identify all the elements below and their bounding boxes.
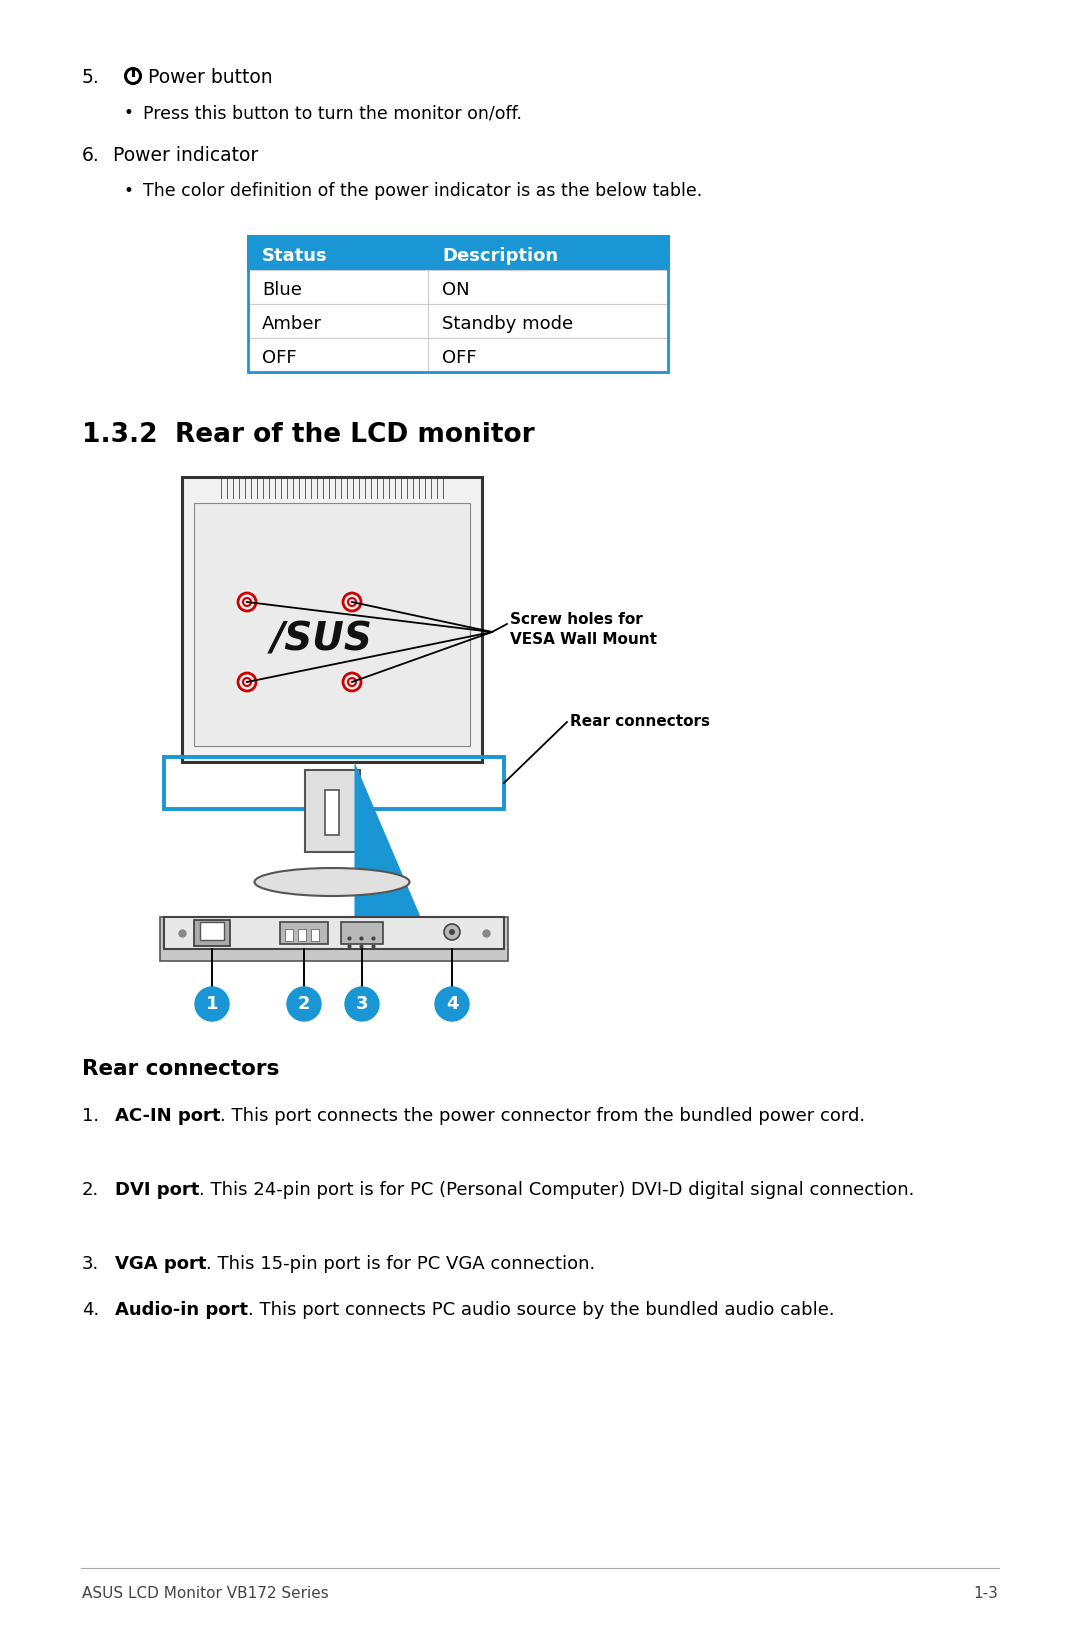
Text: 2.: 2. bbox=[82, 1181, 99, 1199]
Text: Power indicator: Power indicator bbox=[113, 146, 258, 164]
Text: Press this button to turn the monitor on/off.: Press this button to turn the monitor on… bbox=[143, 104, 522, 122]
Text: . This 24-pin port is for PC (Personal Computer) DVI-D digital signal connection: . This 24-pin port is for PC (Personal C… bbox=[200, 1181, 915, 1199]
Text: Description: Description bbox=[442, 247, 558, 265]
Bar bbox=[428, 304, 669, 338]
Text: Screw holes for
VESA Wall Mount: Screw holes for VESA Wall Mount bbox=[510, 612, 657, 648]
Text: Audio-in port: Audio-in port bbox=[114, 1302, 248, 1319]
Bar bbox=[298, 929, 306, 940]
Bar bbox=[248, 338, 428, 373]
Circle shape bbox=[435, 988, 469, 1022]
Text: OFF: OFF bbox=[262, 350, 297, 368]
Text: 4: 4 bbox=[446, 996, 458, 1014]
Bar bbox=[248, 304, 428, 338]
Text: Standby mode: Standby mode bbox=[442, 316, 573, 334]
Circle shape bbox=[345, 988, 379, 1022]
Text: Amber: Amber bbox=[262, 316, 322, 334]
Text: 2: 2 bbox=[298, 996, 310, 1014]
Bar bbox=[217, 477, 447, 499]
Polygon shape bbox=[354, 761, 427, 932]
Bar bbox=[248, 236, 669, 270]
Text: . This 15-pin port is for PC VGA connection.: . This 15-pin port is for PC VGA connect… bbox=[206, 1254, 596, 1272]
Bar bbox=[305, 770, 360, 853]
Text: VGA port: VGA port bbox=[114, 1254, 206, 1272]
Bar bbox=[325, 791, 339, 835]
Text: DVI port: DVI port bbox=[114, 1181, 200, 1199]
Text: /SUS: /SUS bbox=[271, 620, 373, 659]
Text: 4.: 4. bbox=[82, 1302, 99, 1319]
Text: OFF: OFF bbox=[442, 350, 476, 368]
Text: Status: Status bbox=[262, 247, 327, 265]
Text: ON: ON bbox=[442, 281, 470, 299]
Circle shape bbox=[444, 924, 460, 940]
Text: 3.: 3. bbox=[82, 1254, 99, 1272]
Circle shape bbox=[195, 988, 229, 1022]
Bar bbox=[183, 477, 482, 761]
Text: Rear connectors: Rear connectors bbox=[82, 1059, 280, 1079]
Text: AC-IN port: AC-IN port bbox=[114, 1106, 220, 1124]
Text: 1.: 1. bbox=[82, 1106, 99, 1124]
Text: . This port connects the power connector from the bundled power cord.: . This port connects the power connector… bbox=[220, 1106, 866, 1124]
Bar bbox=[194, 919, 230, 945]
Text: Rear connectors: Rear connectors bbox=[570, 714, 710, 729]
Ellipse shape bbox=[255, 867, 409, 896]
Text: •: • bbox=[123, 104, 133, 122]
Text: 1: 1 bbox=[206, 996, 218, 1014]
Text: 1.3.2: 1.3.2 bbox=[82, 421, 158, 447]
Bar bbox=[248, 270, 428, 304]
Text: 6.: 6. bbox=[82, 146, 99, 164]
Bar bbox=[285, 929, 293, 940]
Bar bbox=[200, 923, 224, 940]
Circle shape bbox=[449, 929, 455, 936]
Text: •: • bbox=[123, 182, 133, 200]
Text: Power button: Power button bbox=[148, 68, 272, 86]
Bar bbox=[311, 929, 319, 940]
Text: 5.: 5. bbox=[82, 68, 99, 86]
Bar bbox=[194, 503, 470, 747]
Bar bbox=[428, 270, 669, 304]
Text: . This port connects PC audio source by the bundled audio cable.: . This port connects PC audio source by … bbox=[248, 1302, 835, 1319]
Text: 3: 3 bbox=[355, 996, 368, 1014]
Bar bbox=[280, 923, 328, 944]
Circle shape bbox=[287, 988, 321, 1022]
Bar bbox=[428, 338, 669, 373]
Bar bbox=[160, 918, 508, 962]
Bar bbox=[248, 236, 669, 373]
Bar bbox=[341, 923, 383, 944]
Text: Blue: Blue bbox=[262, 281, 302, 299]
Bar bbox=[164, 918, 504, 949]
Text: Rear of the LCD monitor: Rear of the LCD monitor bbox=[175, 421, 535, 447]
Text: ASUS LCD Monitor VB172 Series: ASUS LCD Monitor VB172 Series bbox=[82, 1586, 328, 1601]
Bar bbox=[164, 757, 504, 809]
Text: The color definition of the power indicator is as the below table.: The color definition of the power indica… bbox=[143, 182, 702, 200]
Text: 1-3: 1-3 bbox=[973, 1586, 998, 1601]
